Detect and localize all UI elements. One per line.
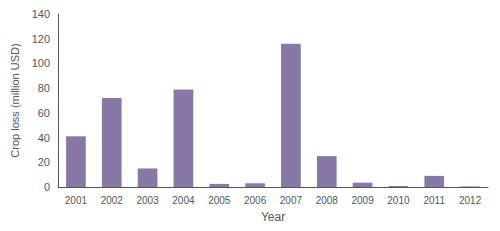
svg-text:2003: 2003 (136, 195, 159, 206)
svg-text:2012: 2012 (459, 195, 482, 206)
svg-text:60: 60 (38, 107, 50, 119)
svg-text:140: 140 (32, 8, 50, 20)
svg-text:Year: Year (261, 210, 285, 224)
svg-text:2005: 2005 (208, 195, 231, 206)
svg-text:120: 120 (32, 33, 50, 45)
svg-text:2002: 2002 (101, 195, 124, 206)
svg-text:2001: 2001 (65, 195, 88, 206)
svg-text:Crop loss (million USD): Crop loss (million USD) (9, 43, 21, 157)
svg-text:80: 80 (38, 82, 50, 94)
svg-text:2004: 2004 (172, 195, 195, 206)
svg-text:20: 20 (38, 156, 50, 168)
svg-text:2011: 2011 (423, 195, 445, 206)
svg-text:2008: 2008 (316, 195, 339, 206)
svg-text:2010: 2010 (387, 195, 410, 206)
svg-text:2006: 2006 (244, 195, 267, 206)
svg-text:2009: 2009 (351, 195, 374, 206)
svg-text:0: 0 (44, 181, 50, 193)
svg-text:100: 100 (32, 57, 50, 69)
svg-text:40: 40 (38, 132, 50, 144)
svg-text:2007: 2007 (280, 195, 303, 206)
